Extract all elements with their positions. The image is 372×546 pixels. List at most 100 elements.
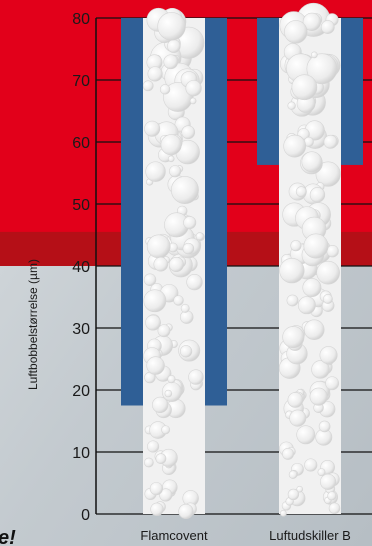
bars xyxy=(121,18,363,406)
bubble-column-0 xyxy=(142,7,205,520)
bubble xyxy=(167,39,181,53)
bubble xyxy=(147,66,163,82)
bubble xyxy=(163,54,179,70)
bubble xyxy=(279,258,305,284)
bubble xyxy=(169,165,182,178)
bubble xyxy=(179,345,193,358)
bubble xyxy=(282,447,294,460)
bubble xyxy=(153,256,169,272)
y-tick-label-1: 10 xyxy=(72,445,90,462)
bar-0-left xyxy=(121,18,143,406)
bubble xyxy=(157,12,186,41)
bubble xyxy=(296,425,316,445)
bubble xyxy=(303,233,329,259)
bubble xyxy=(296,485,303,493)
x-category-label-1: Luftudskiller B xyxy=(269,528,351,543)
bubble xyxy=(168,256,184,273)
bubble xyxy=(143,457,154,468)
bubble xyxy=(167,375,176,384)
corner-text: e! xyxy=(0,527,16,546)
bubble xyxy=(180,303,190,313)
bubble xyxy=(328,502,341,515)
bubble xyxy=(189,97,197,105)
bubble xyxy=(287,101,296,110)
bubble xyxy=(159,84,171,95)
bubble xyxy=(149,482,163,496)
bubble xyxy=(326,245,339,258)
bubble xyxy=(315,161,341,187)
bubble xyxy=(144,120,161,137)
bubble xyxy=(188,369,204,385)
bubble xyxy=(320,20,335,34)
y-tick-label-2: 20 xyxy=(72,383,90,400)
bubble xyxy=(164,389,173,398)
bubble xyxy=(152,396,169,414)
y-tick-label-3: 30 xyxy=(72,321,90,338)
bubble-column-1 xyxy=(278,2,341,517)
bubble xyxy=(182,242,195,255)
bubble xyxy=(161,425,171,435)
bubble xyxy=(311,360,330,379)
bubble xyxy=(146,356,165,375)
y-tick-label-8: 80 xyxy=(72,11,90,28)
bubble xyxy=(181,125,196,140)
bubble xyxy=(309,187,326,203)
bubble xyxy=(325,376,340,391)
bubble xyxy=(322,294,333,304)
bubble xyxy=(284,20,308,44)
bubble xyxy=(288,470,298,479)
bubble xyxy=(295,186,307,198)
bubble xyxy=(146,234,171,259)
bubble xyxy=(195,232,204,241)
y-tick-label-5: 50 xyxy=(72,197,90,214)
bubble xyxy=(287,392,304,408)
bubble xyxy=(316,260,340,285)
y-tick-label-4: 40 xyxy=(72,259,90,276)
bubble xyxy=(170,176,199,204)
bubble xyxy=(143,273,157,286)
bubble xyxy=(304,458,318,472)
bar-1-right xyxy=(341,18,363,165)
bubble xyxy=(297,296,316,315)
bubble xyxy=(289,409,307,427)
bubble xyxy=(287,488,300,501)
bubble xyxy=(150,502,164,516)
bubble xyxy=(173,295,184,306)
bubble xyxy=(290,240,302,252)
bubble xyxy=(302,12,321,31)
x-category-label-0: Flamcovent xyxy=(140,528,208,543)
bubble xyxy=(185,80,202,97)
bubble xyxy=(155,453,167,464)
bubble xyxy=(291,74,318,101)
bubble xyxy=(317,468,326,477)
bubble xyxy=(304,319,325,340)
bubble xyxy=(323,134,338,149)
bubble xyxy=(159,488,173,502)
bubble xyxy=(183,216,197,230)
bubble xyxy=(282,326,305,349)
bubble xyxy=(186,273,203,291)
bubble xyxy=(142,80,154,92)
bubble xyxy=(327,491,337,501)
y-axis-title: Luftbobbelstørrelse (µm) xyxy=(26,259,40,390)
bubble xyxy=(179,310,194,324)
bubble xyxy=(319,346,338,365)
bubble xyxy=(145,314,161,331)
bubble xyxy=(286,294,299,307)
bubble xyxy=(143,289,167,313)
bubble xyxy=(157,324,171,338)
x-category-labels: Flamcovent Luftudskiller B xyxy=(140,528,350,543)
bubble xyxy=(160,134,182,156)
bubble xyxy=(283,134,307,158)
bar-1-left xyxy=(257,18,279,165)
y-tick-label-0: 0 xyxy=(81,507,90,524)
bubble xyxy=(306,53,338,85)
bubble xyxy=(320,473,337,490)
bubble xyxy=(178,503,194,520)
bubble xyxy=(301,151,323,173)
bubble xyxy=(163,82,193,112)
bubble xyxy=(318,420,331,433)
bubble xyxy=(280,509,287,517)
bar-0-right xyxy=(205,18,227,406)
